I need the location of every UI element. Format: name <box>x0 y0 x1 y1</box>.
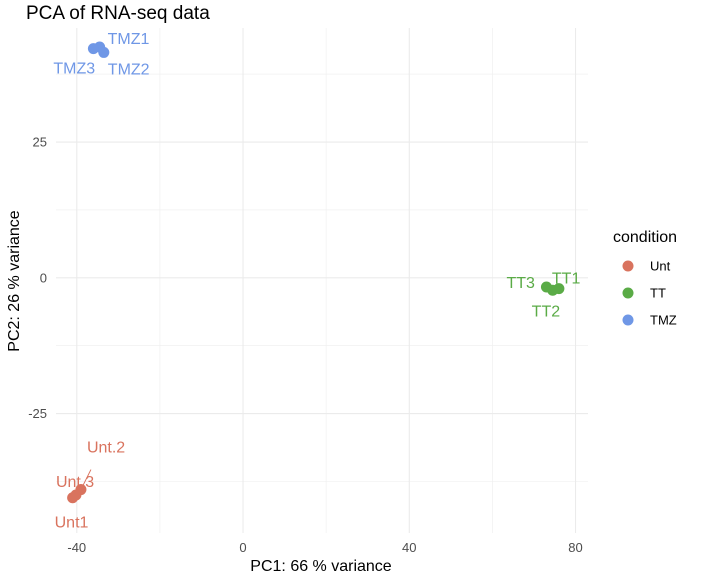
point-label-unt3: Unt.3 <box>56 474 94 491</box>
x-tick-label: -40 <box>67 540 86 555</box>
legend-key-tt <box>622 287 634 299</box>
point-label-tt2: TT2 <box>532 303 561 320</box>
chart-title: PCA of RNA-seq data <box>26 3 210 24</box>
legend-label-tmz: TMZ <box>650 313 677 328</box>
grid-lines <box>56 28 588 533</box>
x-axis-title: PC1: 66 % variance <box>250 558 392 574</box>
legend-key-unt <box>622 260 634 272</box>
legend-key-tmz <box>622 314 634 326</box>
y-tick-label: 25 <box>33 135 47 150</box>
legend-label-unt: Unt <box>650 259 671 274</box>
data-point-tmz2 <box>98 46 110 58</box>
data-point-tmz3 <box>87 43 99 55</box>
point-label-tmz3: TMZ3 <box>53 61 95 78</box>
point-labels: Unt1 Unt.2 Unt.3 TT1 TT2 TT3 TMZ1 TMZ2 TMZ3 <box>53 31 580 532</box>
data-points <box>67 41 565 504</box>
x-tick-label: 80 <box>568 540 582 555</box>
data-point-tt3 <box>540 281 552 293</box>
point-label-tmz1: TMZ1 <box>108 31 150 48</box>
x-tick-label: 40 <box>402 540 416 555</box>
y-tick-label: 0 <box>40 270 47 285</box>
y-axis-title: PC2: 26 % variance <box>6 210 23 352</box>
point-label-tmz2: TMZ2 <box>108 61 150 78</box>
point-label-unt1: Unt1 <box>55 515 89 532</box>
y-tick-label: -25 <box>28 406 47 421</box>
point-label-unt2: Unt.2 <box>87 440 125 457</box>
legend-title: condition <box>613 229 677 246</box>
x-tick-label: 0 <box>239 540 246 555</box>
data-point-unt3 <box>70 489 82 501</box>
axis-ticks: -40 0 40 80 -25 0 25 <box>28 135 583 555</box>
legend-label-tt: TT <box>650 286 666 301</box>
point-label-tt3: TT3 <box>506 275 535 292</box>
label-leader-line <box>80 469 92 490</box>
legend: condition Unt TT TMZ <box>613 229 677 328</box>
point-label-tt1: TT1 <box>552 271 581 288</box>
